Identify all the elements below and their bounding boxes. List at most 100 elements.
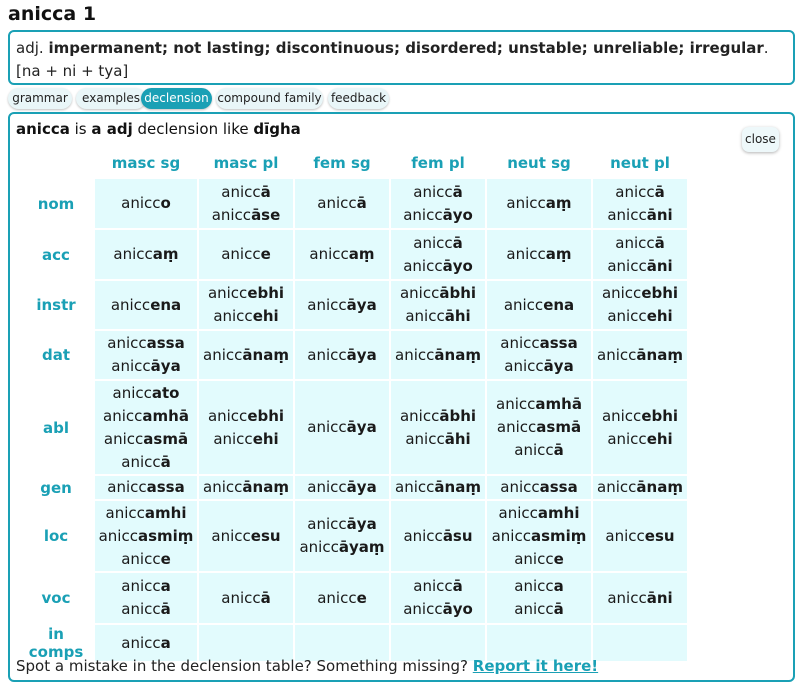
table-row: gen aniccassa aniccānaṃ aniccāya aniccānaṃ an… bbox=[19, 476, 687, 499]
form-stem: anicc bbox=[121, 194, 161, 212]
form-ending: amhā bbox=[142, 406, 189, 425]
case-label: loc bbox=[43, 527, 69, 545]
inflected-form: aniccāni bbox=[593, 587, 687, 610]
inflected-form: aniccasmiṃ bbox=[95, 525, 197, 548]
declension-cell: aniccā aniccāse bbox=[199, 179, 293, 228]
tab-grammar[interactable]: grammar bbox=[8, 88, 72, 109]
column-header: neut pl bbox=[610, 153, 670, 172]
form-stem: anicc bbox=[221, 588, 261, 607]
declension-cell: aniccāsu bbox=[391, 501, 485, 571]
form-stem: anicc bbox=[615, 233, 655, 252]
declension-cell: aniccābhi aniccāhi bbox=[391, 281, 485, 329]
form-stem: anicc bbox=[413, 577, 453, 595]
tab-declension[interactable]: declension bbox=[141, 88, 212, 109]
form-stem: anicc bbox=[98, 526, 138, 545]
heading-type: a adj bbox=[91, 120, 133, 138]
form-stem: anicc bbox=[307, 478, 347, 496]
form-ending: amhā bbox=[535, 395, 582, 413]
form-ending: āyo bbox=[442, 256, 473, 275]
form-ending: ā bbox=[553, 441, 564, 459]
declension-cell: aniccāya bbox=[295, 476, 389, 499]
declension-cell: aniccānaṃ bbox=[593, 476, 687, 499]
inflected-form: aniccāya bbox=[295, 344, 389, 367]
form-ending: aṃ bbox=[545, 194, 572, 212]
inflected-form: anicce bbox=[295, 587, 389, 610]
inflected-form: aniccaṃ bbox=[95, 243, 197, 266]
form-ending: asmā bbox=[143, 429, 189, 448]
declension-cell: aniccāya bbox=[295, 281, 389, 329]
form-ending: a bbox=[160, 577, 171, 595]
inflected-form: aniccāya bbox=[295, 513, 389, 536]
form-stem: anicc bbox=[607, 205, 647, 224]
inflected-form: aniccāhi bbox=[391, 428, 485, 451]
inflected-form: aniccā bbox=[295, 192, 389, 215]
inflected-form: aniccā bbox=[593, 232, 687, 255]
tab-compound-family[interactable]: compound family bbox=[216, 88, 323, 109]
form-ending: ato bbox=[151, 383, 180, 402]
form-stem: anicc bbox=[317, 194, 357, 212]
inflected-form: anicce bbox=[487, 548, 591, 571]
inflected-form: aniccesu bbox=[199, 525, 293, 548]
form-ending: e bbox=[553, 549, 564, 568]
declension-cell: aniccassa bbox=[95, 476, 197, 499]
form-stem: anicc bbox=[299, 538, 339, 556]
form-ending: e bbox=[356, 588, 367, 607]
declension-cell: aniccaṃ bbox=[295, 230, 389, 279]
form-ending: assa bbox=[539, 478, 578, 496]
form-stem: anicc bbox=[615, 182, 655, 201]
form-ending: ebhi bbox=[247, 284, 285, 302]
form-stem: anicc bbox=[307, 418, 347, 436]
heading-is: is bbox=[69, 120, 92, 138]
word-title: anicca 1 bbox=[8, 3, 97, 25]
form-ending: ā bbox=[452, 233, 463, 252]
inflected-form: aniccāyo bbox=[391, 598, 485, 621]
inflected-form: aniccānaṃ bbox=[391, 344, 485, 367]
inflected-form: aniccamhi bbox=[95, 502, 197, 525]
declension-cell: aniccāya bbox=[295, 331, 389, 379]
inflected-form: aniccassa bbox=[95, 476, 197, 499]
form-ending: ā bbox=[160, 452, 171, 471]
declension-cell: aniccebhi aniccehi bbox=[593, 281, 687, 329]
form-ending: amhi bbox=[537, 503, 580, 522]
declension-cell: aniccamhā aniccasmā aniccā bbox=[487, 381, 591, 474]
feedback-footer: Spot a mistake in the declension table? … bbox=[16, 657, 598, 675]
form-ending: ā bbox=[452, 577, 463, 595]
inflected-form: aniccānaṃ bbox=[199, 476, 293, 499]
declension-table: masc sg masc pl fem sg fem pl neut sg neut pl… bbox=[17, 146, 689, 663]
form-stem: anicc bbox=[601, 406, 642, 425]
close-button[interactable]: close bbox=[742, 127, 779, 152]
inflected-form: aniccassa bbox=[487, 332, 591, 355]
inflected-form: aniccehi bbox=[593, 305, 687, 328]
form-stem: anicc bbox=[121, 577, 161, 595]
tab-feedback[interactable]: feedback bbox=[328, 88, 389, 109]
column-header: masc pl bbox=[213, 153, 279, 172]
form-ending: asmiṃ bbox=[530, 526, 587, 545]
form-ending: ehi bbox=[252, 429, 279, 448]
form-ending: o bbox=[160, 194, 171, 212]
report-link[interactable]: Report it here! bbox=[472, 657, 599, 675]
inflected-form: aniccebhi bbox=[593, 282, 687, 305]
inflected-form: aniccaṃ bbox=[295, 243, 389, 266]
inflected-form: aniccasmā bbox=[487, 416, 591, 439]
form-ending: asmā bbox=[536, 418, 582, 436]
form-stem: anicc bbox=[307, 515, 347, 533]
tab-examples[interactable]: examples bbox=[76, 88, 146, 109]
declension-cell: aniccā aniccāyo bbox=[391, 573, 485, 623]
heading-like: declension like bbox=[132, 120, 254, 138]
part-of-speech: adj. bbox=[16, 39, 44, 57]
case-label: gen bbox=[40, 478, 72, 497]
form-ending: e bbox=[260, 245, 271, 263]
form-stem: anicc bbox=[203, 345, 243, 364]
declension-cell: aniccānaṃ bbox=[199, 331, 293, 379]
declension-cell: aniccassa aniccāya bbox=[487, 331, 591, 379]
meaning-text: impermanent; not lasting; discontinuous;… bbox=[48, 39, 764, 57]
case-label: nom bbox=[37, 194, 75, 213]
form-stem: anicc bbox=[105, 503, 145, 522]
inflected-form: aniccā bbox=[391, 575, 485, 598]
declension-cell: aniccassa aniccāya bbox=[95, 331, 197, 379]
inflected-form: aniccāsu bbox=[391, 525, 485, 548]
declension-cell: aniccamhi aniccasmiṃ anicce bbox=[487, 501, 591, 571]
inflected-form: aniccā bbox=[487, 439, 591, 462]
form-stem: anicc bbox=[405, 429, 445, 448]
form-ending: assa bbox=[146, 478, 185, 496]
